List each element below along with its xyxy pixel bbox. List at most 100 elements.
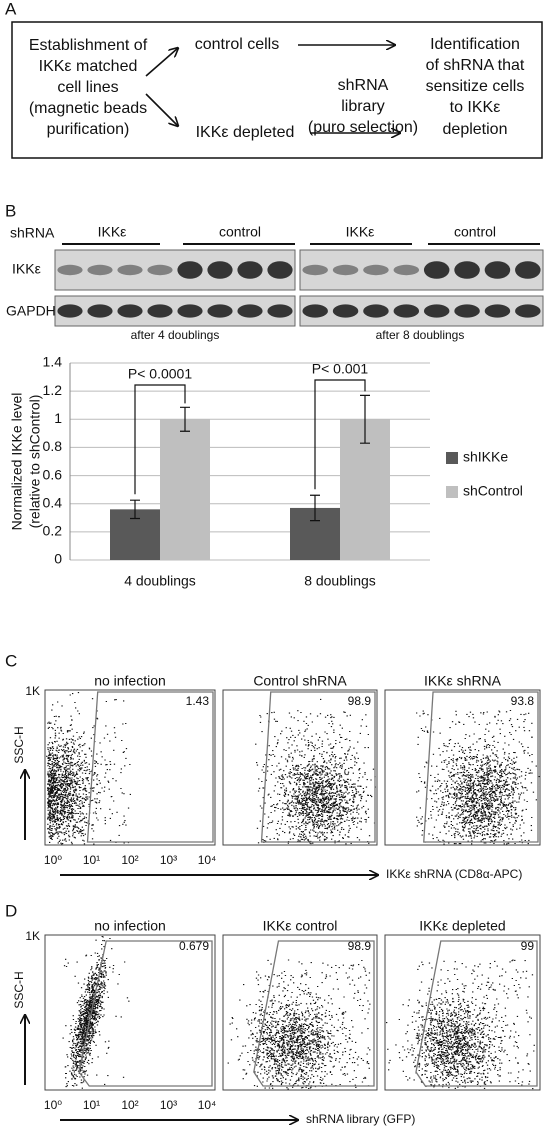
gate [78, 940, 213, 1087]
x-tick-label: 10⁴ [198, 1098, 217, 1112]
step-text: to IKKε [450, 99, 501, 116]
legend-label: shIKKe [463, 449, 508, 465]
legend-label: shControl [463, 483, 523, 499]
step-text: of shRNA that [426, 57, 525, 74]
x-tick-label: 10⁰ [44, 1098, 62, 1112]
group-label: control [454, 224, 496, 240]
x-tick-label: 10³ [160, 853, 177, 867]
blot-band [302, 264, 328, 276]
row-label: shRNA [10, 225, 55, 241]
blot-band [57, 264, 83, 276]
blot-band [423, 304, 450, 318]
x-tick-label: 10⁴ [198, 853, 217, 867]
x-tick-label: 10⁰ [44, 853, 62, 867]
scatter-dots [386, 959, 535, 1090]
p-value: P< 0.0001 [128, 366, 192, 382]
x-axis-label: shRNA library (GFP) [306, 1112, 415, 1126]
blot-label: IKKε [12, 261, 41, 277]
gate [260, 691, 376, 843]
significance-bracket [314, 379, 366, 490]
x-tick-label: 10³ [160, 1098, 177, 1112]
blot-label: GAPDH [6, 303, 56, 319]
blot-band [87, 264, 113, 276]
group-label: IKKε [346, 224, 375, 240]
gate [253, 940, 375, 1087]
x-tick-label: 8 doublings [304, 573, 376, 589]
blot-band [207, 261, 233, 279]
step-text: depletion [443, 121, 508, 138]
gate-percent: 98.9 [348, 694, 372, 708]
panel-label: B [5, 201, 16, 220]
gate [415, 940, 538, 1087]
blot-band [147, 304, 173, 318]
blot-band [267, 304, 293, 318]
x-tick-label: 10¹ [83, 853, 100, 867]
blot-band [454, 304, 480, 318]
step-text: (magnetic beads [29, 100, 147, 117]
step-text: cell lines [57, 79, 118, 96]
step-text: control cells [195, 36, 279, 53]
blot-caption: after 4 doublings [131, 328, 220, 342]
blot-band [207, 304, 233, 318]
scatter-dots [416, 709, 540, 845]
step-text: library [341, 98, 385, 115]
blot-band [302, 304, 328, 318]
arrow [145, 48, 178, 77]
blot-caption: after 8 doublings [376, 328, 465, 342]
step-text: IKKε depleted [196, 124, 295, 141]
plot-title: IKKε shRNA [424, 673, 502, 689]
x-tick-label: 10¹ [83, 1098, 100, 1112]
blot-band [423, 261, 450, 279]
panel-label: C [5, 651, 17, 670]
plot-title: Control shRNA [253, 673, 347, 689]
blot-band [117, 264, 143, 276]
step-text: Identification [430, 36, 520, 53]
y-axis-label: SSC-H [12, 726, 26, 763]
significance-bracket [134, 384, 186, 495]
gate-percent: 99 [521, 939, 535, 953]
step-text: sensitize cells [426, 78, 525, 95]
blot-band [237, 261, 263, 279]
blot-band [515, 261, 541, 279]
y-tick-label: 0.8 [43, 438, 63, 454]
blot-band [177, 304, 203, 318]
step-text: (puro selection) [308, 119, 418, 136]
scatter-dots [227, 959, 371, 1090]
blot-band [117, 304, 143, 318]
blot-band [267, 261, 293, 279]
plot-title: IKKε depleted [419, 918, 505, 934]
plot-frame [44, 934, 216, 1091]
blot-band [363, 304, 389, 318]
blot-band [393, 304, 420, 318]
plot-title: no infection [94, 918, 166, 934]
y-axis-label: SSC-H [12, 971, 26, 1008]
arrow [145, 93, 178, 126]
group-label: control [219, 224, 261, 240]
y-tick-label: 1 [54, 410, 62, 426]
x-axis-label: IKKε shRNA (CD8α-APC) [386, 867, 522, 881]
plot-frame [222, 934, 378, 1091]
y-tick-label: 1.2 [43, 382, 63, 398]
x-tick-label: 10² [121, 1098, 138, 1112]
blot-band [484, 261, 511, 279]
y-axis-label: (relative to shControl) [27, 395, 43, 529]
bar [160, 419, 210, 560]
blot-band [177, 261, 203, 279]
error-bar [180, 406, 190, 432]
scatter-dots [255, 698, 376, 845]
step-text: Establishment of [29, 37, 148, 54]
error-bar [310, 494, 320, 522]
gate-percent: 93.8 [511, 694, 535, 708]
gate-percent: 1.43 [186, 694, 210, 708]
blot-band [332, 264, 359, 276]
legend-swatch [446, 452, 458, 464]
blot-band [484, 304, 511, 318]
blot-band [363, 264, 389, 276]
error-bar [130, 499, 140, 520]
step-text: purification) [47, 121, 130, 138]
blot-band [237, 304, 263, 318]
panel-label: D [5, 901, 17, 920]
y-max-label: 1K [25, 684, 40, 698]
flow-box [11, 21, 543, 159]
